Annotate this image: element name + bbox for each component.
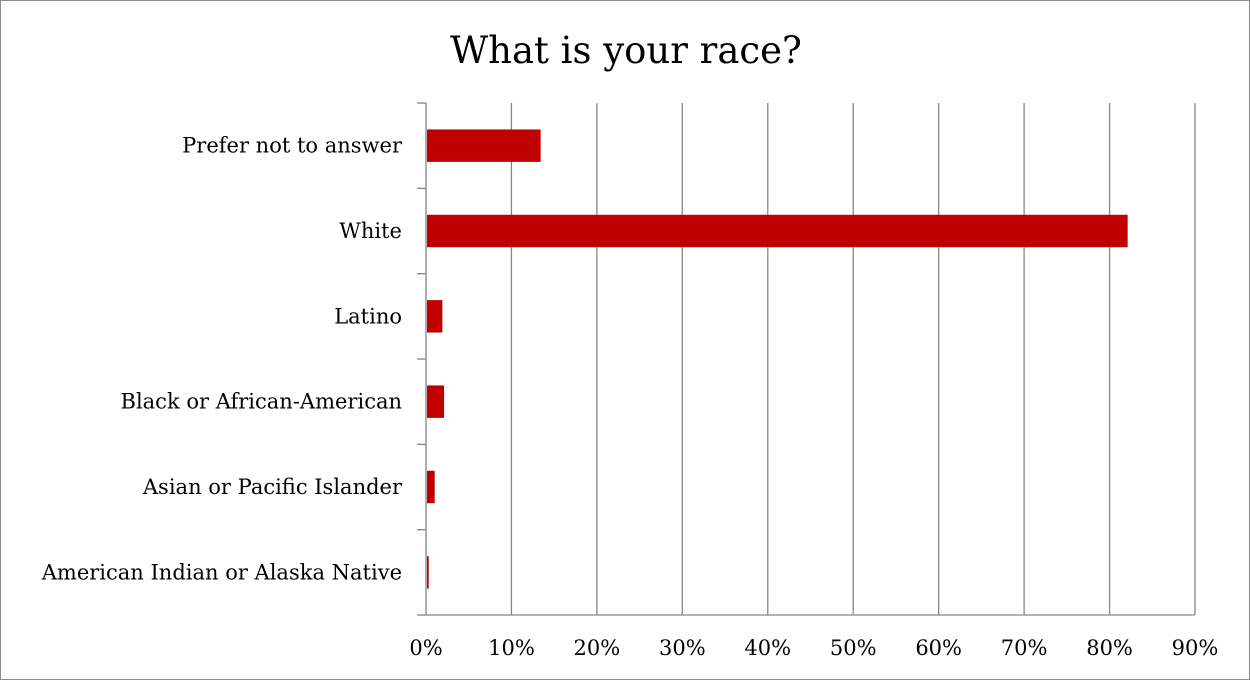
bar [427, 214, 1128, 248]
bar [427, 129, 541, 162]
bar [427, 385, 445, 418]
x-tick-label: 40% [744, 636, 791, 660]
gridlines [510, 103, 1196, 615]
chart-title: What is your race? [450, 29, 802, 72]
x-tick-label: 20% [574, 636, 621, 660]
x-tick-label: 0% [409, 636, 442, 660]
x-tick-label: 70% [1001, 636, 1048, 660]
x-tick-label: 10% [488, 636, 535, 660]
bars [427, 129, 1128, 589]
x-tick-label: 60% [915, 636, 962, 660]
x-tick-label: 80% [1086, 636, 1133, 660]
bar [427, 470, 435, 504]
category-label: Latino [334, 304, 402, 328]
x-tick-label: 50% [830, 636, 877, 660]
bar [427, 300, 443, 333]
category-label: Prefer not to answer [182, 134, 403, 158]
category-label: Asian or Pacific Islander [142, 475, 403, 499]
x-tick-label: 30% [659, 636, 706, 660]
category-label: American Indian or Alaska Native [41, 560, 402, 584]
category-label: Black or African-American [121, 390, 402, 414]
category-axis [417, 102, 1195, 616]
x-axis-tick-labels: 0% 10% 20% 30% 40% 50% 60% 70% 80% 90% [409, 636, 1218, 660]
category-label: White [339, 219, 402, 243]
category-labels: Prefer not to answer White Latino Black or … [41, 134, 403, 585]
bar [427, 556, 429, 589]
x-tick-label: 90% [1172, 636, 1219, 660]
